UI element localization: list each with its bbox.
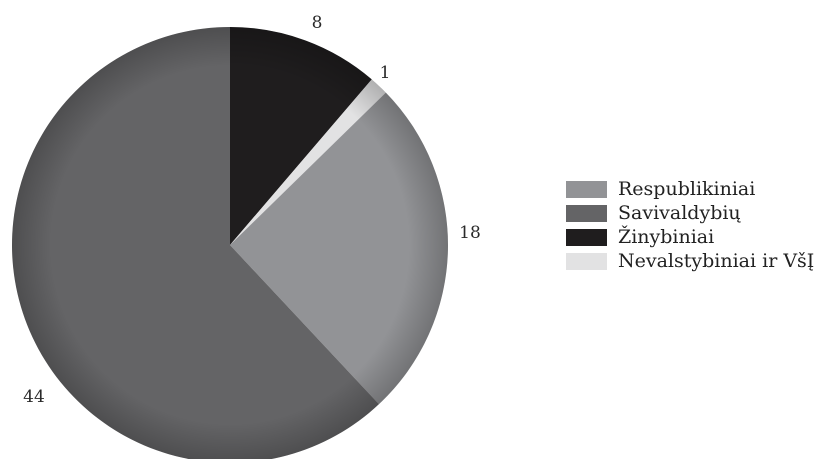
legend-swatch xyxy=(566,180,607,198)
legend-label: Nevalstybiniai ir VšĮ xyxy=(618,250,815,272)
legend-label: Savivaldybių xyxy=(618,202,741,224)
legend-item-respublikiniai: Respublikiniai xyxy=(566,177,814,201)
legend-label: Respublikiniai xyxy=(618,178,756,200)
data-label-respublikiniai: 18 xyxy=(459,223,481,243)
data-label-nevalstybiniai-ir-vsi: 1 xyxy=(380,63,391,83)
pie-slices xyxy=(12,27,449,459)
data-label-savivaldybiu: 44 xyxy=(23,387,45,407)
legend-item-savivaldybiu: Savivaldybių xyxy=(566,201,814,225)
legend-swatch xyxy=(566,204,607,222)
legend-swatch xyxy=(566,252,607,270)
data-labels: 8 1 18 44 xyxy=(23,13,481,407)
legend-label: Žinybiniai xyxy=(618,226,715,248)
legend-swatch xyxy=(566,228,607,246)
chart-legend: Respublikiniai Savivaldybių Žinybiniai Neva… xyxy=(566,177,814,273)
data-label-zinybiniai: 8 xyxy=(312,13,323,33)
legend-item-zinybiniai: Žinybiniai xyxy=(566,225,814,249)
legend-item-nevalstybiniai-ir-vsi: Nevalstybiniai ir VšĮ xyxy=(566,249,814,273)
